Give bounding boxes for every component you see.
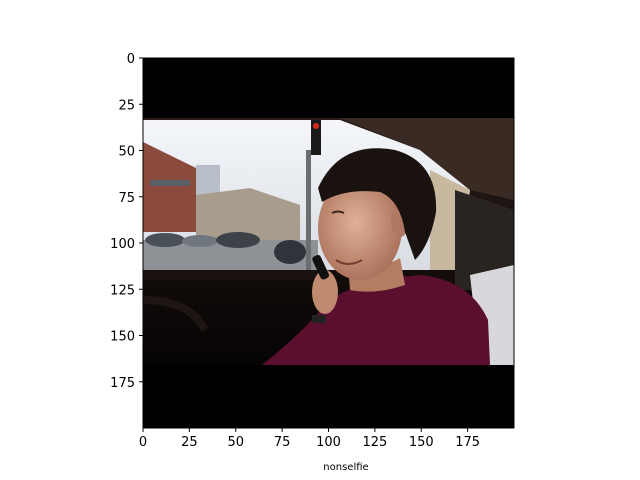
x-tick-label: 125 — [362, 435, 387, 450]
x-tick-label: 150 — [409, 435, 434, 450]
x-tick-label: 75 — [274, 435, 291, 450]
x-tick-label: 175 — [455, 435, 480, 450]
x-axis-label: nonselfie — [323, 462, 368, 473]
y-tick-label: 125 — [110, 283, 135, 298]
x-tick-label: 100 — [316, 435, 341, 450]
y-tick-label: 75 — [118, 191, 135, 206]
y-tick-label: 0 — [127, 52, 135, 67]
y-axis: 0 25 50 75 100 125 150 175 — [110, 52, 143, 391]
y-tick-label: 100 — [110, 237, 135, 252]
y-tick-label: 25 — [118, 98, 135, 113]
x-axis: 0 25 50 75 100 125 150 175 — [139, 428, 480, 450]
y-tick-label: 50 — [118, 145, 135, 160]
x-tick-label: 25 — [181, 435, 198, 450]
y-tick-label: 175 — [110, 376, 135, 391]
x-tick-label: 50 — [227, 435, 244, 450]
x-tick-label: 0 — [139, 435, 147, 450]
photo-image — [143, 58, 514, 428]
y-tick-label: 150 — [110, 330, 135, 345]
